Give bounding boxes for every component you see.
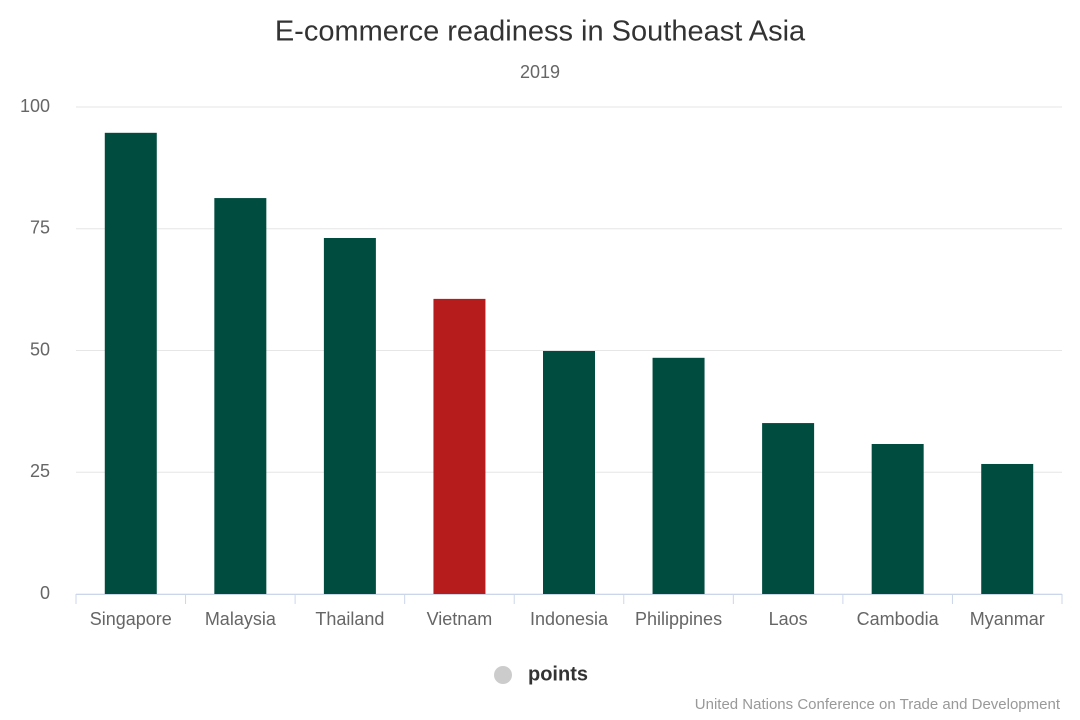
y-tick-label: 100 [20,96,50,116]
bar [981,463,1034,594]
x-tick-label: Myanmar [970,609,1045,629]
chart-title: E-commerce readiness in Southeast Asia [275,16,806,48]
x-tick-label: Vietnam [427,609,493,629]
legend-label: points [528,663,588,685]
x-tick-label: Malaysia [205,609,277,629]
y-tick-label: 75 [30,218,50,238]
x-tick-label: Laos [769,609,808,629]
bar [543,350,595,594]
x-tick-label: Singapore [90,609,172,629]
bar [323,238,376,595]
y-tick-label: 25 [30,461,50,481]
bar [104,132,157,594]
x-tick-label: Thailand [315,609,384,629]
x-tick-label: Philippines [635,609,722,629]
bar [652,357,705,594]
x-tick-label: Cambodia [857,609,940,629]
y-tick-label: 50 [30,339,50,359]
y-tick-label: 0 [40,583,50,603]
chart-subtitle: 2019 [520,62,560,82]
legend-marker [494,666,512,684]
bar [762,423,815,594]
bar [214,198,267,594]
credits: United Nations Conference on Trade and D… [695,696,1061,713]
x-tick-label: Indonesia [530,609,609,629]
bar [871,444,924,594]
bar [433,298,486,594]
